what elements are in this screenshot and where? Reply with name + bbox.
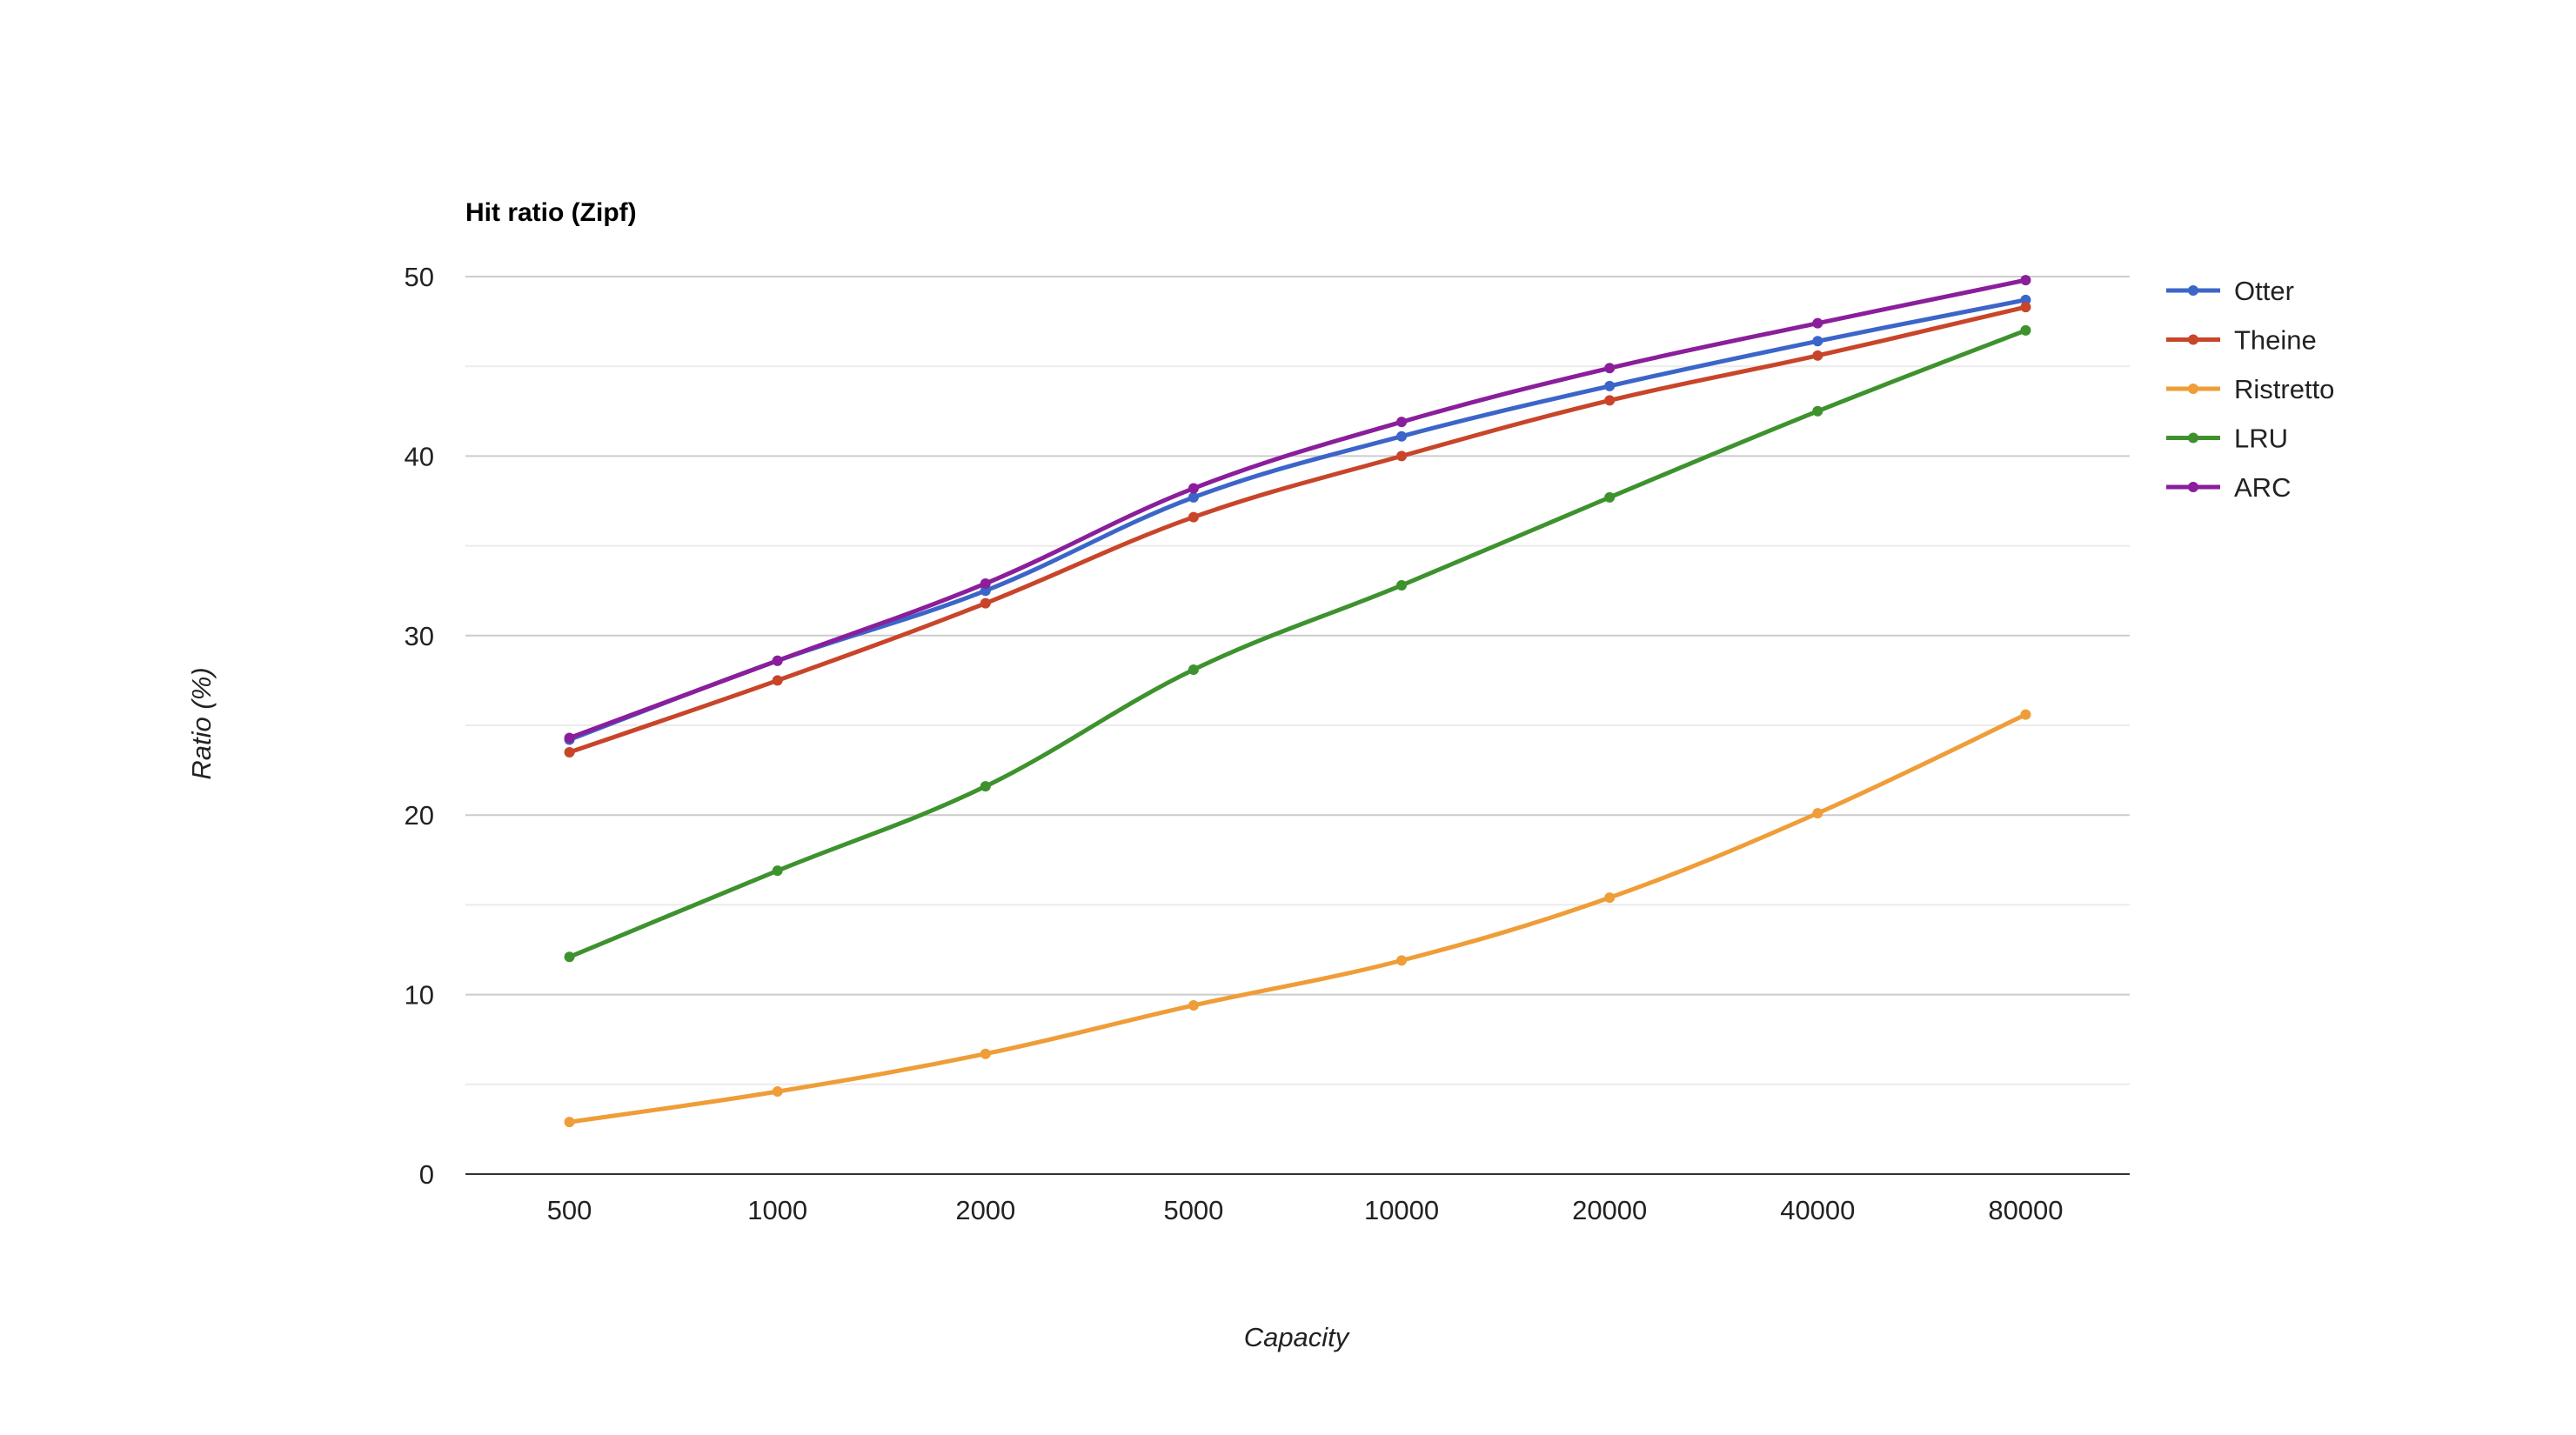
legend-label: Theine: [2234, 325, 2317, 356]
legend-item-otter: Otter: [2166, 276, 2294, 306]
data-point-lru: [2020, 324, 2031, 336]
legend-marker: [2188, 285, 2198, 296]
data-point-theine: [772, 675, 783, 686]
data-point-theine: [1812, 350, 1823, 361]
x-tick-label: 20000: [1572, 1195, 1647, 1225]
data-point-otter: [980, 585, 991, 597]
data-point-theine: [2020, 302, 2031, 313]
legend-label: LRU: [2234, 424, 2288, 454]
gridlines: [465, 276, 2130, 1085]
y-axis-title: Ratio (%): [186, 667, 217, 779]
data-point-otter: [2020, 294, 2031, 305]
data-point-arc: [1604, 363, 1616, 374]
series-theine: [564, 302, 2031, 758]
x-tick-label: 80000: [1988, 1195, 2063, 1225]
y-axis-ticks: 0 10 20 30 40 50: [405, 262, 434, 1190]
y-tick-label: 0: [419, 1159, 434, 1190]
x-tick-label: 2000: [955, 1195, 1015, 1225]
data-point-lru: [564, 951, 575, 963]
y-tick-label: 40: [405, 441, 434, 471]
data-point-arc: [564, 732, 575, 744]
data-point-otter: [1812, 336, 1823, 347]
data-point-arc: [1396, 417, 1408, 428]
series-ristretto: [564, 709, 2031, 1128]
series-lru: [564, 324, 2031, 963]
legend-label: Ristretto: [2234, 374, 2334, 404]
data-point-arc: [1188, 483, 1199, 494]
legend-marker: [2188, 384, 2198, 394]
y-tick-label: 50: [405, 262, 434, 292]
series-lines: [564, 275, 2031, 1128]
x-tick-label: 10000: [1364, 1195, 1439, 1225]
legend-marker: [2188, 334, 2198, 345]
data-point-arc: [1812, 317, 1823, 329]
data-point-arc: [2020, 275, 2031, 286]
y-tick-label: 20: [405, 800, 434, 831]
data-point-lru: [1812, 405, 1823, 417]
data-point-theine: [564, 746, 575, 758]
data-point-otter: [1188, 491, 1199, 503]
data-point-ristretto: [1604, 892, 1616, 904]
data-point-otter: [1396, 430, 1408, 442]
x-tick-label: 5000: [1163, 1195, 1223, 1225]
data-point-arc: [772, 655, 783, 666]
x-axis-title: Capacity: [1244, 1322, 1351, 1352]
legend-item-lru: LRU: [2166, 424, 2288, 454]
data-point-ristretto: [1396, 955, 1408, 966]
data-point-ristretto: [2020, 709, 2031, 720]
chart-title: Hit ratio (Zipf): [465, 198, 637, 227]
y-tick-label: 30: [405, 621, 434, 651]
data-point-ristretto: [1188, 999, 1199, 1011]
x-tick-label: 40000: [1780, 1195, 1855, 1225]
data-point-lru: [1604, 491, 1616, 503]
data-point-otter: [1604, 380, 1616, 391]
data-point-ristretto: [1812, 808, 1823, 819]
series-line-lru: [567, 328, 2028, 959]
legend: Otter Theine Ristretto LRU ARC: [2166, 276, 2334, 503]
data-point-ristretto: [564, 1117, 575, 1128]
series-line-arc: [567, 277, 2028, 740]
legend-item-arc: ARC: [2166, 472, 2291, 503]
data-point-lru: [772, 865, 783, 877]
series-line-ristretto: [567, 712, 2028, 1125]
legend-marker: [2188, 482, 2198, 492]
data-point-theine: [1188, 511, 1199, 523]
data-point-ristretto: [772, 1086, 783, 1098]
legend-marker: [2188, 432, 2198, 444]
legend-item-theine: Theine: [2166, 325, 2317, 356]
data-point-lru: [1396, 580, 1408, 591]
data-point-theine: [1396, 451, 1408, 462]
data-point-ristretto: [980, 1048, 991, 1059]
x-tick-label: 500: [547, 1195, 592, 1225]
y-tick-label: 10: [405, 980, 434, 1011]
series-line-theine: [567, 304, 2028, 755]
data-point-theine: [1604, 395, 1616, 406]
series-arc: [564, 275, 2031, 744]
x-tick-label: 1000: [747, 1195, 807, 1225]
data-point-theine: [980, 597, 991, 609]
legend-item-ristretto: Ristretto: [2166, 374, 2334, 404]
legend-label: ARC: [2234, 472, 2291, 503]
data-point-arc: [980, 577, 991, 589]
data-point-lru: [1188, 664, 1199, 676]
x-axis-ticks: 500 1000 2000 5000 10000 20000 40000 80000: [547, 1195, 2064, 1225]
data-point-lru: [980, 781, 991, 792]
legend-label: Otter: [2234, 276, 2294, 306]
